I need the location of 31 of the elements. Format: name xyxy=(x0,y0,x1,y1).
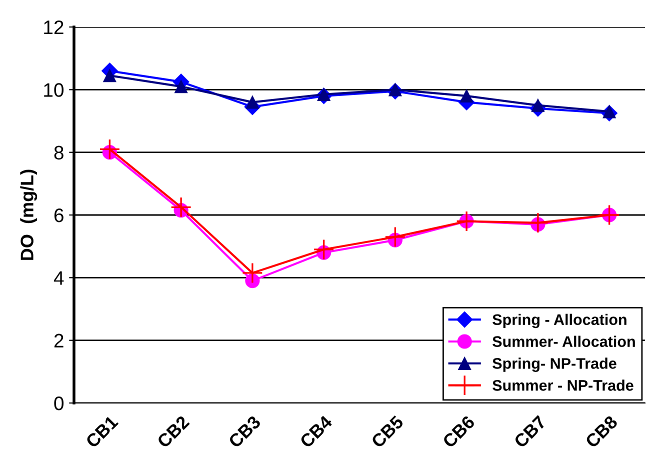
y-tick-label: 6 xyxy=(54,208,64,222)
x-tick-label: CB4 xyxy=(299,414,334,449)
y-tick-label: 12 xyxy=(44,20,64,34)
point xyxy=(313,238,334,260)
point xyxy=(103,68,116,82)
y-tick-label: 2 xyxy=(54,334,64,348)
y-axis-title: DO (mg/L) xyxy=(20,170,38,260)
x-tick-label: CB8 xyxy=(584,414,618,449)
y-tick-label: 0 xyxy=(54,396,64,410)
legend-label: Summer - NP-Trade xyxy=(492,380,634,391)
point xyxy=(531,98,545,112)
legend-label: Summer- Allocation xyxy=(492,336,635,347)
point xyxy=(174,80,188,94)
point xyxy=(99,138,120,160)
point xyxy=(456,210,478,232)
legend-label: Spring - Allocation xyxy=(492,314,626,328)
point xyxy=(246,96,260,109)
x-tick-label: CB3 xyxy=(228,414,262,449)
point xyxy=(460,89,474,103)
point xyxy=(242,262,263,284)
y-tick-label: 10 xyxy=(44,83,64,97)
legend-label: Spring- NP-Trade xyxy=(492,358,616,372)
y-tick-label: 4 xyxy=(54,271,64,285)
point xyxy=(527,212,548,234)
x-tick-label: CB6 xyxy=(442,414,476,449)
point xyxy=(170,196,192,218)
y-tick-label: 8 xyxy=(54,146,64,160)
x-tick-label: CB1 xyxy=(85,414,119,449)
x-tick-label: CB2 xyxy=(156,414,190,449)
point xyxy=(598,204,620,226)
point xyxy=(384,226,406,248)
